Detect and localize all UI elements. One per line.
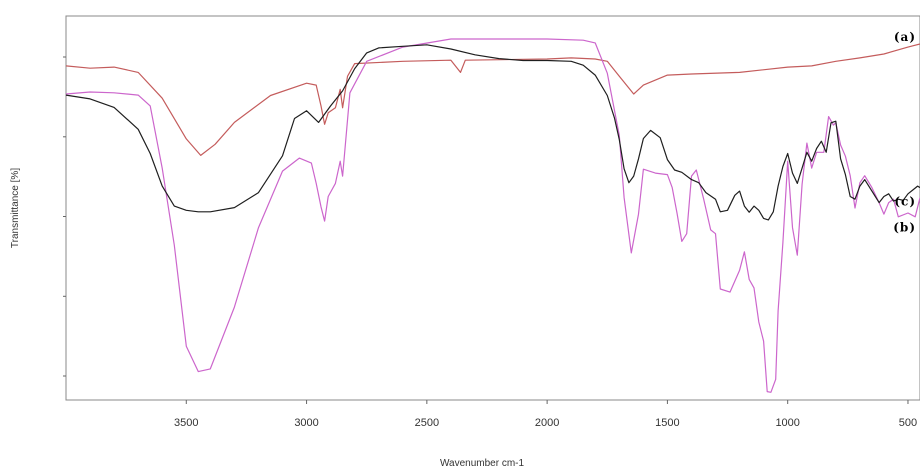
- x-tick-label: 3500: [174, 417, 198, 429]
- series-label-2: (c): [894, 195, 916, 209]
- series-layer: [65, 38, 920, 393]
- series-label-1: (b): [893, 221, 916, 235]
- series-line-0: [65, 43, 920, 156]
- axis-layer: 3500 3000 2500 2000 1500 1000 500: [63, 56, 917, 429]
- series-label-layer: (a) (b) (c): [893, 30, 916, 235]
- x-tick-label: 500: [899, 417, 917, 429]
- x-tick-label: 1000: [775, 417, 799, 429]
- series-label-0: (a): [894, 30, 916, 44]
- y-axis-title: Transmittance [%]: [10, 168, 21, 248]
- plot-frame: [65, 15, 920, 401]
- x-tick-label: 2000: [535, 417, 559, 429]
- series-line-1: [65, 38, 920, 393]
- x-axis-title: Wavenumber cm-1: [440, 458, 525, 468]
- x-tick-label: 3000: [294, 417, 318, 429]
- x-tick-label: 2500: [415, 417, 439, 429]
- series-line-2: [65, 44, 920, 221]
- x-tick-label: 1500: [655, 417, 679, 429]
